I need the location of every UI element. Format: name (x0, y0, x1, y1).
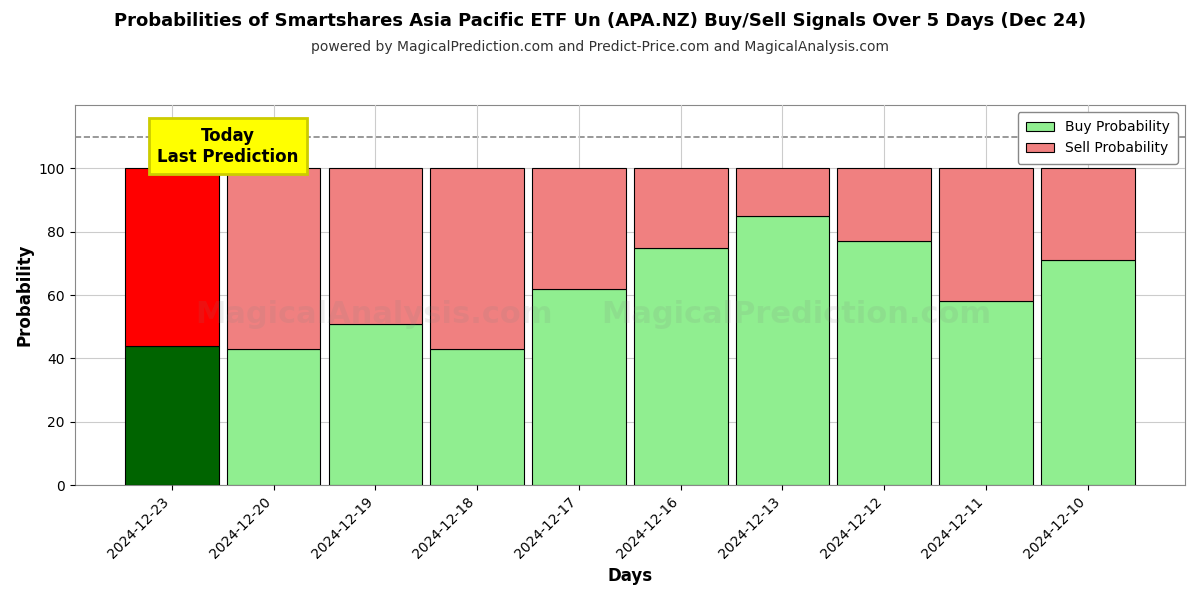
Bar (532, 289, 625, 485)
Bar (1040, 260, 1134, 485)
Bar (940, 169, 1033, 301)
Bar (736, 216, 829, 485)
Bar (431, 169, 524, 349)
Legend: Buy Probability, Sell Probability: Buy Probability, Sell Probability (1018, 112, 1178, 164)
Bar (634, 248, 727, 485)
Bar (1040, 169, 1134, 260)
Bar (634, 169, 727, 248)
Bar (227, 169, 320, 349)
Bar (125, 346, 218, 485)
Bar (125, 169, 218, 346)
Bar (431, 349, 524, 485)
Bar (736, 169, 829, 216)
X-axis label: Days: Days (607, 567, 653, 585)
Bar (227, 349, 320, 485)
Text: MagicalPrediction.com: MagicalPrediction.com (601, 299, 991, 329)
Y-axis label: Probability: Probability (16, 244, 34, 346)
Bar (329, 169, 422, 323)
Bar (532, 169, 625, 289)
Text: MagicalAnalysis.com: MagicalAnalysis.com (196, 299, 553, 329)
Text: Probabilities of Smartshares Asia Pacific ETF Un (APA.NZ) Buy/Sell Signals Over : Probabilities of Smartshares Asia Pacifi… (114, 12, 1086, 30)
Bar (838, 241, 931, 485)
Bar (940, 301, 1033, 485)
Bar (329, 323, 422, 485)
Text: powered by MagicalPrediction.com and Predict-Price.com and MagicalAnalysis.com: powered by MagicalPrediction.com and Pre… (311, 40, 889, 54)
Bar (838, 169, 931, 241)
Text: Today
Last Prediction: Today Last Prediction (157, 127, 299, 166)
